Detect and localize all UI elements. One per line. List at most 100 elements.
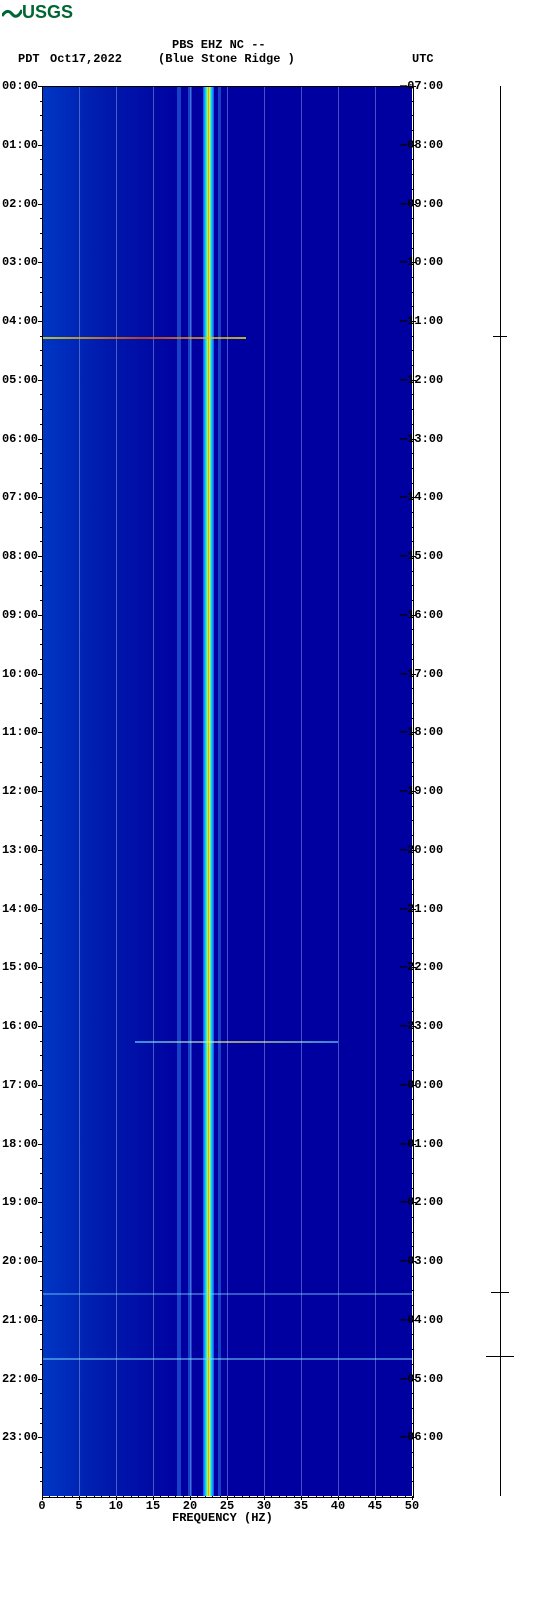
ytick-left-minor xyxy=(40,1232,42,1233)
ytick-left xyxy=(38,967,42,968)
xtick-minor xyxy=(212,1496,213,1498)
ytick-right-minor xyxy=(412,365,414,366)
xtick-minor xyxy=(397,1496,398,1498)
ytick-left xyxy=(38,321,42,322)
ylabel-left: 06:00 xyxy=(2,432,38,446)
ytick-left-minor xyxy=(40,424,42,425)
secondary-band xyxy=(218,86,222,1496)
ylabel-left: 21:00 xyxy=(2,1313,38,1327)
ytick-left-minor xyxy=(40,1158,42,1159)
gridline-v xyxy=(227,86,228,1496)
ytick-right-minor xyxy=(412,1481,414,1482)
ytick-right-minor xyxy=(412,1173,414,1174)
low-freq-noise xyxy=(42,86,182,1496)
ytick-right-minor xyxy=(412,394,414,395)
ytick-left-minor xyxy=(40,835,42,836)
ytick-left-minor xyxy=(40,1408,42,1409)
ytick-left-minor xyxy=(40,688,42,689)
ytick-right-minor xyxy=(412,762,414,763)
wave-icon xyxy=(2,6,22,20)
ytick-left-minor xyxy=(40,1114,42,1115)
ytick-right-minor xyxy=(412,424,414,425)
xtick-minor xyxy=(220,1496,221,1498)
gridline-v xyxy=(264,86,265,1496)
ytick-left-minor xyxy=(40,527,42,528)
tz-right: UTC xyxy=(412,52,434,66)
ylabel-right: —14:00 xyxy=(400,490,443,504)
ytick-right-minor xyxy=(412,1188,414,1189)
ytick-left-minor xyxy=(40,762,42,763)
ytick-right-minor xyxy=(412,292,414,293)
ytick-left xyxy=(38,204,42,205)
ylabel-right: —12:00 xyxy=(400,373,443,387)
ytick-left xyxy=(38,732,42,733)
ytick-left-minor xyxy=(40,1276,42,1277)
ytick-right-minor xyxy=(412,541,414,542)
ylabel-right: —20:00 xyxy=(400,843,443,857)
ytick-left-minor xyxy=(40,1129,42,1130)
ytick-right-minor xyxy=(412,1232,414,1233)
ytick-left-minor xyxy=(40,1452,42,1453)
ylabel-left: 11:00 xyxy=(2,725,38,739)
ytick-left xyxy=(38,556,42,557)
ylabel-left: 15:00 xyxy=(2,960,38,974)
ytick-left-minor xyxy=(40,218,42,219)
xtick-minor xyxy=(271,1496,272,1498)
ytick-left-minor xyxy=(40,394,42,395)
xtick-minor xyxy=(160,1496,161,1498)
ylabel-right: —02:00 xyxy=(400,1195,443,1209)
ytick-right-minor xyxy=(412,468,414,469)
ylabel-left: 07:00 xyxy=(2,490,38,504)
ytick-right-minor xyxy=(412,1349,414,1350)
ylabel-right: —22:00 xyxy=(400,960,443,974)
gridline-v xyxy=(116,86,117,1496)
ytick-left-minor xyxy=(40,233,42,234)
ytick-left xyxy=(38,791,42,792)
ytick-left-minor xyxy=(40,365,42,366)
ytick-left-minor xyxy=(40,894,42,895)
ylabel-left: 04:00 xyxy=(2,314,38,328)
ytick-right-minor xyxy=(412,1011,414,1012)
ytick-right-minor xyxy=(412,453,414,454)
ytick-right-minor xyxy=(412,600,414,601)
ylabel-left: 00:00 xyxy=(2,79,38,93)
ytick-left-minor xyxy=(40,1481,42,1482)
xtick-minor xyxy=(175,1496,176,1498)
ytick-left-minor xyxy=(40,115,42,116)
ytick-right-minor xyxy=(412,409,414,410)
station-line1: PBS EHZ NC -- xyxy=(172,38,266,52)
ylabel-left: 01:00 xyxy=(2,138,38,152)
ytick-right-minor xyxy=(412,718,414,719)
transient-event-line xyxy=(42,337,246,339)
ytick-right-minor xyxy=(412,879,414,880)
ytick-right-minor xyxy=(412,1305,414,1306)
ytick-left-minor xyxy=(40,600,42,601)
ylabel-left: 20:00 xyxy=(2,1254,38,1268)
ytick-left-minor xyxy=(40,468,42,469)
ytick-left-minor xyxy=(40,1070,42,1071)
logo-text: USGS xyxy=(22,2,73,23)
ytick-right-minor xyxy=(412,1393,414,1394)
ytick-left-minor xyxy=(40,776,42,777)
ytick-right-minor xyxy=(412,894,414,895)
ylabel-right: —13:00 xyxy=(400,432,443,446)
ytick-right-minor xyxy=(412,248,414,249)
xlabel: 15 xyxy=(146,1499,160,1513)
ytick-right-minor xyxy=(412,1364,414,1365)
ytick-left xyxy=(38,1026,42,1027)
ytick-left-minor xyxy=(40,806,42,807)
ytick-left-minor xyxy=(40,953,42,954)
xtick-minor xyxy=(323,1496,324,1498)
ytick-left-minor xyxy=(40,159,42,160)
ytick-left xyxy=(38,850,42,851)
ytick-right-minor xyxy=(412,218,414,219)
xtick-minor xyxy=(109,1496,110,1498)
ytick-right-minor xyxy=(412,703,414,704)
spectrogram-plot xyxy=(42,86,412,1496)
xtick-minor xyxy=(360,1496,361,1498)
ytick-right-minor xyxy=(412,174,414,175)
ytick-left-minor xyxy=(40,659,42,660)
ytick-right-minor xyxy=(412,1423,414,1424)
ytick-left-minor xyxy=(40,571,42,572)
ytick-left-minor xyxy=(40,1099,42,1100)
